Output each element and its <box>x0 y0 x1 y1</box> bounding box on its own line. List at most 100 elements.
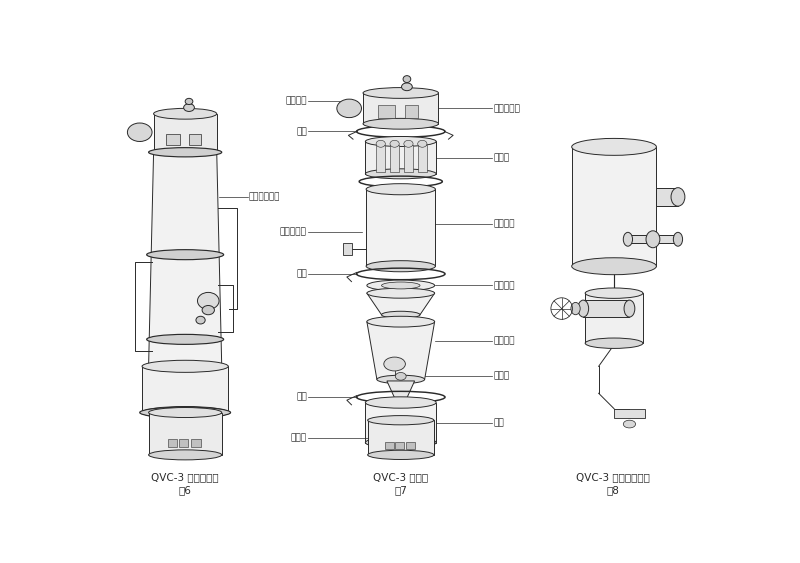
Ellipse shape <box>154 108 217 119</box>
Ellipse shape <box>337 99 362 118</box>
Text: 压缩空气接入: 压缩空气接入 <box>249 193 281 202</box>
Text: 门密封圈: 门密封圈 <box>493 281 514 290</box>
Text: 真空发生器: 真空发生器 <box>493 104 520 113</box>
Text: 楠圆: 楠圆 <box>493 418 504 427</box>
Text: 卡盘: 卡盘 <box>296 392 307 401</box>
Bar <box>343 243 352 256</box>
Ellipse shape <box>149 408 222 418</box>
Ellipse shape <box>390 140 399 148</box>
Text: 图8: 图8 <box>607 485 620 495</box>
Bar <box>191 440 201 447</box>
Ellipse shape <box>368 450 434 459</box>
Ellipse shape <box>367 288 434 298</box>
Bar <box>572 147 657 266</box>
Ellipse shape <box>624 300 635 317</box>
Ellipse shape <box>142 360 228 372</box>
Bar <box>404 145 413 172</box>
Text: 图6: 图6 <box>178 485 191 495</box>
Text: 控制盒: 控制盒 <box>290 433 307 442</box>
Bar <box>656 187 678 206</box>
Ellipse shape <box>366 136 436 146</box>
Ellipse shape <box>623 233 633 246</box>
Ellipse shape <box>572 138 657 155</box>
Polygon shape <box>367 321 434 379</box>
Text: 旋转气缸: 旋转气缸 <box>493 337 514 346</box>
Bar <box>405 105 418 118</box>
Ellipse shape <box>185 99 193 105</box>
Ellipse shape <box>149 148 222 157</box>
Ellipse shape <box>366 184 435 195</box>
Polygon shape <box>149 152 222 367</box>
Bar <box>154 114 217 151</box>
Bar <box>614 409 645 418</box>
Ellipse shape <box>404 140 413 148</box>
Polygon shape <box>367 293 434 315</box>
Text: 放料门: 放料门 <box>493 371 510 380</box>
Ellipse shape <box>140 407 230 418</box>
Ellipse shape <box>146 334 224 345</box>
Text: 图7: 图7 <box>394 485 407 495</box>
Bar <box>585 293 643 343</box>
Ellipse shape <box>366 261 435 272</box>
Bar <box>395 442 404 449</box>
Text: 过滤器: 过滤器 <box>493 153 510 162</box>
Bar <box>628 235 678 243</box>
Bar <box>376 145 386 172</box>
Ellipse shape <box>623 420 636 428</box>
Ellipse shape <box>384 357 406 371</box>
Ellipse shape <box>202 306 214 315</box>
Bar <box>168 440 178 447</box>
Ellipse shape <box>127 123 152 141</box>
Text: QVC-3 结构图: QVC-3 结构图 <box>373 472 428 482</box>
Ellipse shape <box>571 302 580 315</box>
Ellipse shape <box>366 169 436 179</box>
Ellipse shape <box>402 83 412 91</box>
Ellipse shape <box>585 288 643 298</box>
Text: QVC-3 管路走接图: QVC-3 管路走接图 <box>151 472 219 482</box>
Ellipse shape <box>671 187 685 206</box>
Ellipse shape <box>363 88 438 99</box>
Text: 楠圆: 楠圆 <box>296 270 307 279</box>
Ellipse shape <box>196 316 205 324</box>
Bar <box>406 442 414 449</box>
Ellipse shape <box>366 437 436 448</box>
Text: 楠圆: 楠圆 <box>296 127 307 136</box>
Text: 接收料软管: 接收料软管 <box>280 227 307 236</box>
Ellipse shape <box>376 140 386 148</box>
Ellipse shape <box>382 311 420 318</box>
Ellipse shape <box>403 75 410 83</box>
Ellipse shape <box>142 406 228 418</box>
Bar <box>189 134 202 145</box>
Ellipse shape <box>363 118 438 129</box>
Bar <box>366 403 436 443</box>
Ellipse shape <box>198 292 219 309</box>
Bar <box>366 141 436 174</box>
Ellipse shape <box>646 231 660 248</box>
Polygon shape <box>387 381 414 398</box>
Ellipse shape <box>367 280 434 291</box>
Bar <box>149 413 222 455</box>
Bar <box>390 145 399 172</box>
Ellipse shape <box>674 233 682 246</box>
Bar <box>418 145 427 172</box>
Bar <box>363 93 438 124</box>
Ellipse shape <box>585 338 643 348</box>
Ellipse shape <box>368 415 434 425</box>
Ellipse shape <box>418 140 427 148</box>
Ellipse shape <box>184 104 194 111</box>
Ellipse shape <box>377 375 425 383</box>
Bar <box>386 442 394 449</box>
Ellipse shape <box>366 397 436 408</box>
Text: 真空料斗: 真空料斗 <box>493 220 514 229</box>
Ellipse shape <box>146 249 224 260</box>
Bar <box>368 420 434 455</box>
Ellipse shape <box>572 258 657 275</box>
Ellipse shape <box>395 373 406 380</box>
Ellipse shape <box>367 316 434 327</box>
Ellipse shape <box>578 300 589 317</box>
Bar <box>583 300 630 317</box>
Text: 反吹气包: 反吹气包 <box>286 96 307 105</box>
Ellipse shape <box>382 282 420 289</box>
Bar <box>366 189 435 266</box>
Text: QVC-3 放料门结构图: QVC-3 放料门结构图 <box>576 472 650 482</box>
